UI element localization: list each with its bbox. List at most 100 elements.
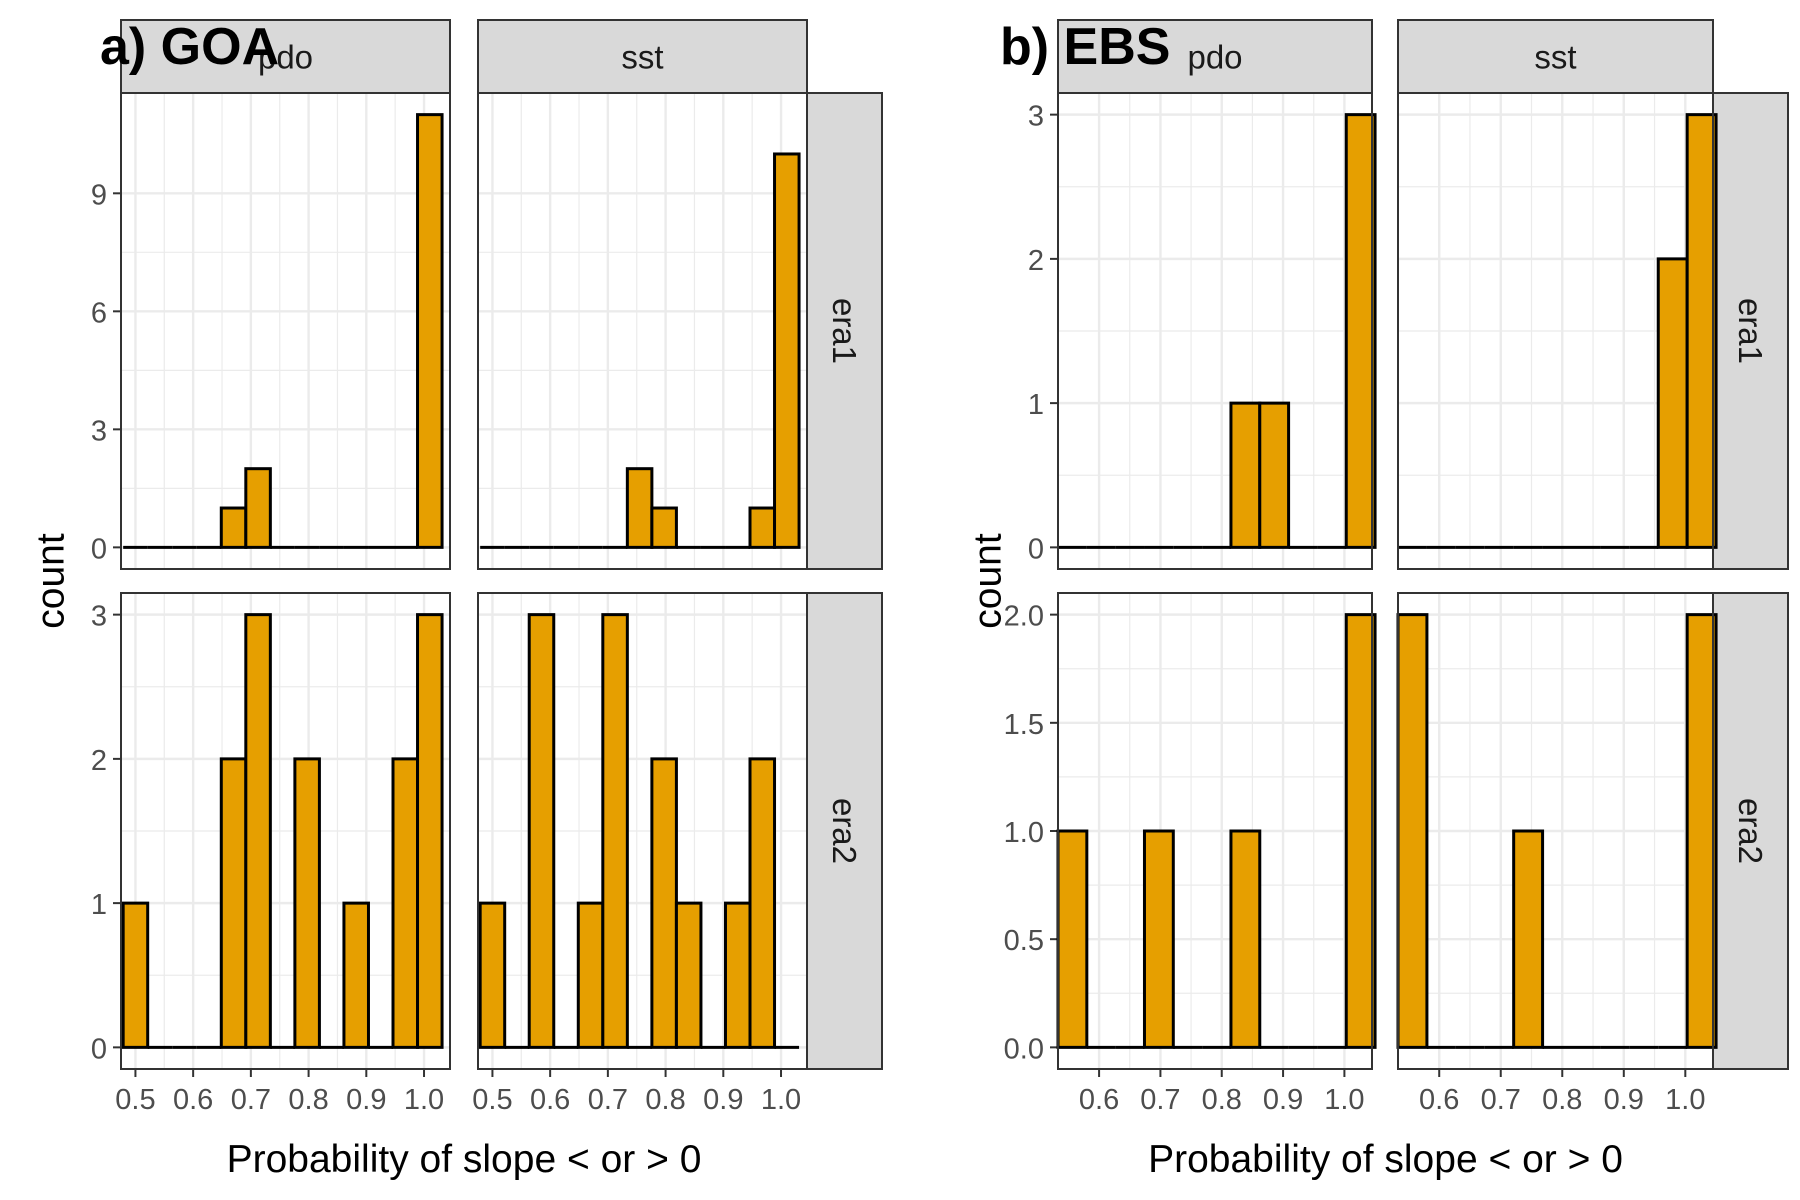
y-tick-label: 1 bbox=[91, 889, 107, 921]
y-tick-label: 0 bbox=[1028, 533, 1044, 565]
facet-strip-label-pdo: pdo bbox=[258, 39, 313, 76]
facet-strip-era1 bbox=[1712, 92, 1789, 570]
y-tick-label: 2 bbox=[91, 745, 107, 777]
y-tick-label: 2.0 bbox=[1004, 601, 1044, 633]
x-tick-label: 0.8 bbox=[1542, 1084, 1582, 1116]
histogram-bar bbox=[478, 901, 507, 1049]
histogram-bar bbox=[773, 152, 801, 549]
histogram-bar bbox=[1396, 613, 1429, 1049]
histogram-bar bbox=[650, 506, 678, 549]
panel-era1-pdo bbox=[1057, 92, 1377, 570]
y-tick-label: 1.5 bbox=[1004, 709, 1044, 741]
panel-era1-sst bbox=[1397, 92, 1718, 570]
x-tick-label: 0.8 bbox=[288, 1084, 328, 1116]
histogram-bar bbox=[625, 467, 654, 549]
histogram-bar bbox=[1258, 401, 1291, 549]
x-tick-label: 0.6 bbox=[173, 1084, 213, 1116]
panel-era2-sst bbox=[477, 592, 808, 1070]
x-tick-label: 0.8 bbox=[645, 1084, 685, 1116]
y-tick-label: 0 bbox=[91, 533, 107, 565]
histogram-bar bbox=[1685, 113, 1718, 549]
panel-label: a) GOA bbox=[100, 18, 279, 76]
histogram-bar bbox=[416, 613, 444, 1049]
facet-strip-pdo bbox=[120, 19, 451, 94]
facet-strip-label-sst: sst bbox=[621, 39, 663, 76]
x-tick-label: 0.5 bbox=[115, 1084, 155, 1116]
y-tick-label: 0.5 bbox=[1004, 925, 1044, 957]
histogram-bar bbox=[244, 613, 272, 1049]
panel-background bbox=[121, 93, 450, 569]
panel-era1-pdo bbox=[120, 92, 451, 570]
x-axis-title: Probability of slope < or > 0 bbox=[1148, 1138, 1623, 1181]
panel-era2-sst bbox=[1396, 592, 1718, 1070]
y-tick-label: 2 bbox=[1028, 245, 1044, 277]
x-tick-label: 1.0 bbox=[1665, 1084, 1705, 1116]
y-tick-label: 1 bbox=[1028, 389, 1044, 421]
panel-border bbox=[477, 92, 808, 570]
x-tick-label: 0.9 bbox=[1604, 1084, 1644, 1116]
facet-strip-era2 bbox=[806, 592, 883, 1070]
x-tick-label: 0.7 bbox=[1481, 1084, 1521, 1116]
histogram-bar bbox=[576, 901, 605, 1049]
histogram-bar bbox=[1344, 113, 1377, 549]
histogram-bar bbox=[650, 757, 678, 1049]
x-tick-label: 0.8 bbox=[1202, 1084, 1242, 1116]
panel-border bbox=[120, 92, 451, 570]
panel-border bbox=[120, 592, 451, 1070]
y-axis-title: count bbox=[967, 533, 1010, 629]
histogram-bar bbox=[723, 901, 752, 1049]
histogram-bar bbox=[219, 506, 248, 549]
facet-strip-era2 bbox=[1712, 592, 1789, 1070]
y-tick-label: 3 bbox=[91, 415, 107, 447]
histogram-bar bbox=[1656, 257, 1689, 549]
histogram-bar bbox=[1512, 829, 1545, 1049]
x-tick-label: 0.9 bbox=[703, 1084, 743, 1116]
histogram-bar bbox=[244, 467, 272, 549]
x-tick-label: 0.6 bbox=[1079, 1084, 1119, 1116]
facet-strip-sst bbox=[1397, 19, 1714, 94]
histogram-bar bbox=[391, 757, 420, 1049]
histogram-bar bbox=[219, 757, 248, 1049]
facet-strip-era1 bbox=[806, 92, 883, 570]
y-axis-title: count bbox=[30, 533, 73, 629]
facet-strip-sst bbox=[477, 19, 808, 94]
histogram-bar bbox=[293, 757, 321, 1049]
subplot-a-goa: pdo sst era1 0 3 6 9 era2 0 1 2 3 0.5 0.6 0.7 0.8 0.9 1.0… bbox=[30, 18, 883, 1181]
x-tick-label: 0.6 bbox=[530, 1084, 570, 1116]
x-axis-title: Probability of slope < or > 0 bbox=[227, 1138, 702, 1181]
panel-border bbox=[1397, 92, 1714, 570]
histogram-bar bbox=[674, 901, 703, 1049]
facet-strip-label-era2: era2 bbox=[1732, 798, 1769, 864]
histogram-bar bbox=[342, 901, 370, 1049]
y-tick-label: 3 bbox=[1028, 101, 1044, 133]
histogram-bar bbox=[1344, 613, 1377, 1049]
y-tick-label: 0 bbox=[91, 1033, 107, 1065]
x-tick-label: 1.0 bbox=[404, 1084, 444, 1116]
panel-border bbox=[477, 592, 808, 1070]
facet-strip-label-era1: era1 bbox=[826, 298, 863, 364]
subplot-b-ebs: pdo sst era1 0 1 2 3 era2 0.0 0.5 1.0 1.5 2.0 0.6 0.7 0… bbox=[967, 18, 1789, 1181]
x-tick-label: 0.7 bbox=[588, 1084, 628, 1116]
panel-border bbox=[1397, 592, 1714, 1070]
y-tick-label: 6 bbox=[91, 297, 107, 329]
histogram-bar bbox=[416, 113, 444, 549]
x-tick-label: 0.9 bbox=[1263, 1084, 1303, 1116]
histogram-bar bbox=[1142, 829, 1175, 1049]
x-tick-label: 0.7 bbox=[231, 1084, 271, 1116]
x-tick-label: 0.6 bbox=[1419, 1084, 1459, 1116]
histogram-bar bbox=[1229, 829, 1262, 1049]
panel-border bbox=[1057, 92, 1373, 570]
histogram-bar bbox=[1685, 613, 1718, 1049]
histogram-bar bbox=[748, 506, 777, 549]
histogram-bar bbox=[601, 613, 629, 1049]
y-tick-label: 3 bbox=[91, 601, 107, 633]
x-tick-label: 0.5 bbox=[472, 1084, 512, 1116]
x-tick-label: 1.0 bbox=[761, 1084, 801, 1116]
histogram-bar bbox=[1056, 829, 1089, 1049]
x-tick-label: 1.0 bbox=[1324, 1084, 1364, 1116]
histogram-bar bbox=[527, 613, 556, 1049]
y-tick-label: 0.0 bbox=[1004, 1033, 1044, 1065]
facet-strip-label-sst: sst bbox=[1534, 39, 1576, 76]
facet-strip-label-pdo: pdo bbox=[1187, 39, 1242, 76]
